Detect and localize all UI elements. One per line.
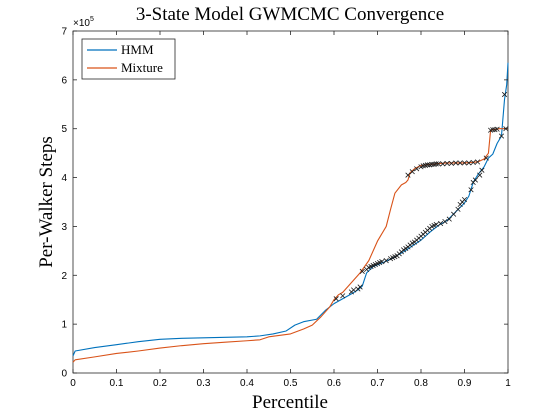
x-axis-label: Percentile xyxy=(252,392,328,413)
marker-mixture xyxy=(440,161,446,167)
y-axis-label: Per-Walker Steps xyxy=(36,136,57,268)
x-tick-label: 0.5 xyxy=(284,378,298,389)
marker-mixture xyxy=(429,161,435,167)
legend-label-mixture: Mixture xyxy=(121,60,163,75)
marker-mixture xyxy=(466,160,472,166)
x-tick-label: 0.8 xyxy=(414,378,428,389)
series-line-hmm xyxy=(72,62,509,357)
x-tick-label: 0.7 xyxy=(371,378,385,389)
marker-mixture xyxy=(453,160,459,166)
marker-hmm xyxy=(403,245,409,251)
y-tick-label: 5 xyxy=(61,124,67,135)
marker-mixture xyxy=(470,159,476,166)
x-tick-label: 1 xyxy=(505,378,511,389)
marker-hmm xyxy=(357,284,363,290)
y-tick-label: 7 xyxy=(61,27,67,38)
marker-hmm xyxy=(359,268,365,274)
marker-hmm xyxy=(501,91,508,98)
marker-mixture xyxy=(448,160,455,166)
marker-mixture xyxy=(409,169,415,175)
legend-box xyxy=(81,38,176,80)
y-tick-label: 1 xyxy=(61,320,67,331)
y-tick-label: 3 xyxy=(61,222,67,233)
marker-hmm xyxy=(350,287,357,293)
marker-mixture xyxy=(457,160,463,166)
series-line-mixture xyxy=(72,128,508,363)
marker-mixture xyxy=(461,160,468,166)
marker-hmm xyxy=(461,196,468,203)
marker-hmm xyxy=(437,220,444,227)
marker-hmm xyxy=(479,167,485,173)
marker-hmm xyxy=(455,206,461,212)
legend: HMM Mixture xyxy=(81,38,176,80)
marker-mixture xyxy=(474,159,481,165)
legend-label-hmm: HMM xyxy=(121,42,154,57)
marker-hmm xyxy=(498,133,505,139)
x-tick-label: 0.4 xyxy=(240,378,254,389)
marker-hmm xyxy=(340,293,346,299)
marker-hmm xyxy=(433,221,439,228)
marker-mixture xyxy=(414,166,420,172)
marker-mixture xyxy=(490,127,496,133)
x-tick-label: 0 xyxy=(70,378,76,389)
x-tick-label: 0.3 xyxy=(197,378,211,389)
chart-title: 3-State Model GWMCMC Convergence xyxy=(136,4,444,25)
axis-ticks: 0 0.1 0.2 0.3 0.4 0.5 0.6 0.7 0.8 0.9 1 0 1 2 3 4 5 6 7 xyxy=(61,27,511,390)
marker-hmm xyxy=(451,211,457,217)
marker-mixture xyxy=(405,172,411,178)
marker-hmm xyxy=(477,172,483,178)
y-tick-label: 4 xyxy=(61,173,67,184)
marker-mixture xyxy=(435,161,441,167)
y-exponent-power: 5 xyxy=(90,16,94,23)
x-tick-label: 0.2 xyxy=(153,378,167,389)
marker-mixture xyxy=(424,162,431,168)
x-tick-label: 0.6 xyxy=(327,378,341,389)
y-tick-label: 0 xyxy=(61,369,67,380)
marker-mixture xyxy=(494,126,500,132)
y-tick-label: 2 xyxy=(61,271,67,282)
x-tick-label: 0.1 xyxy=(110,378,124,389)
y-exponent-label: ×105 xyxy=(73,16,94,29)
y-tick-label: 6 xyxy=(61,75,67,86)
marker-hmm xyxy=(483,155,489,161)
series-layer xyxy=(72,62,509,363)
plot-area xyxy=(72,30,509,374)
marker-hmm xyxy=(442,218,448,225)
marker-hmm xyxy=(468,187,474,193)
marker-hmm xyxy=(446,216,452,222)
marker-hmm xyxy=(379,259,385,265)
y-exponent-base: ×10 xyxy=(73,18,90,29)
marker-hmm xyxy=(333,296,339,302)
x-tick-label: 0.9 xyxy=(458,378,472,389)
marker-hmm xyxy=(401,247,407,253)
marker-hmm xyxy=(383,258,389,264)
marker-hmm xyxy=(472,177,478,183)
marker-mixture xyxy=(433,161,439,167)
marker-mixture xyxy=(444,160,450,166)
